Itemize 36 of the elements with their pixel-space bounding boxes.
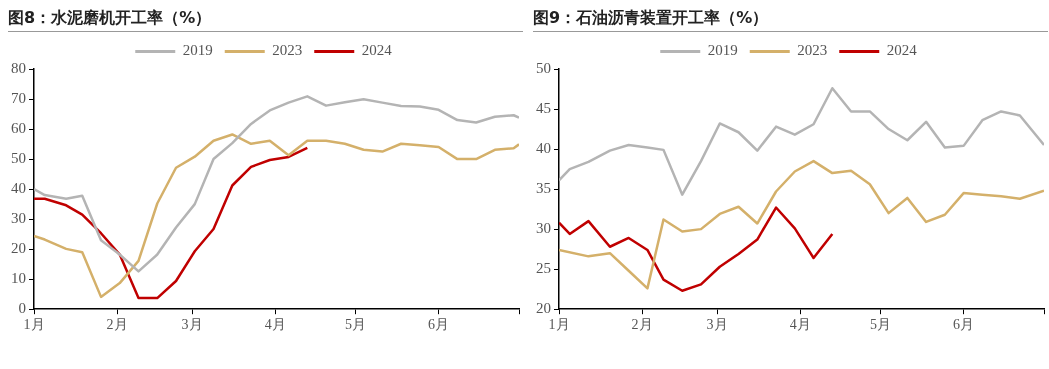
x-tick-label: 6月 — [953, 317, 975, 333]
y-tick-label: 80 — [11, 59, 26, 76]
legend-label: 2019 — [182, 42, 213, 59]
y-tick-label: 35 — [536, 180, 551, 197]
y-tick-label: 0 — [18, 300, 26, 317]
x-tick-label: 5月 — [345, 317, 367, 333]
y-tick-label: 20 — [536, 300, 551, 317]
y-tick-label: 70 — [11, 89, 26, 106]
legend-label: 2019 — [707, 42, 738, 59]
x-tick-label: 3月 — [181, 317, 203, 333]
y-tick-label: 40 — [536, 140, 551, 156]
y-tick-label: 20 — [11, 240, 26, 257]
y-tick-label: 50 — [11, 150, 26, 167]
chart-title: 图9：石油沥青装置开工率（%） — [533, 8, 1048, 32]
y-tick-label: 60 — [11, 119, 26, 136]
chart-title: 图8：水泥磨机开工率（%） — [8, 8, 523, 32]
x-tick-label: 4月 — [789, 317, 811, 333]
legend-label: 2024 — [886, 42, 918, 59]
legend-label: 2023 — [797, 42, 828, 59]
x-tick-label: 3月 — [706, 317, 728, 333]
y-tick-label: 10 — [11, 270, 26, 287]
y-tick-label: 25 — [536, 260, 551, 277]
y-tick-label: 50 — [536, 59, 551, 76]
y-tick-label: 45 — [536, 99, 551, 116]
x-tick-label: 2月 — [106, 317, 128, 333]
x-tick-label: 4月 — [264, 317, 286, 333]
y-tick-label: 30 — [11, 210, 26, 227]
y-tick-label: 40 — [11, 180, 26, 197]
legend-label: 2023 — [272, 42, 303, 59]
y-tick-label: 30 — [536, 220, 551, 237]
x-tick-label: 2月 — [631, 317, 653, 333]
x-tick-label: 1月 — [23, 317, 45, 333]
x-tick-label: 6月 — [428, 317, 450, 333]
legend-label: 2024 — [361, 42, 393, 59]
x-tick-label: 1月 — [548, 317, 570, 333]
x-tick-label: 5月 — [870, 317, 892, 333]
